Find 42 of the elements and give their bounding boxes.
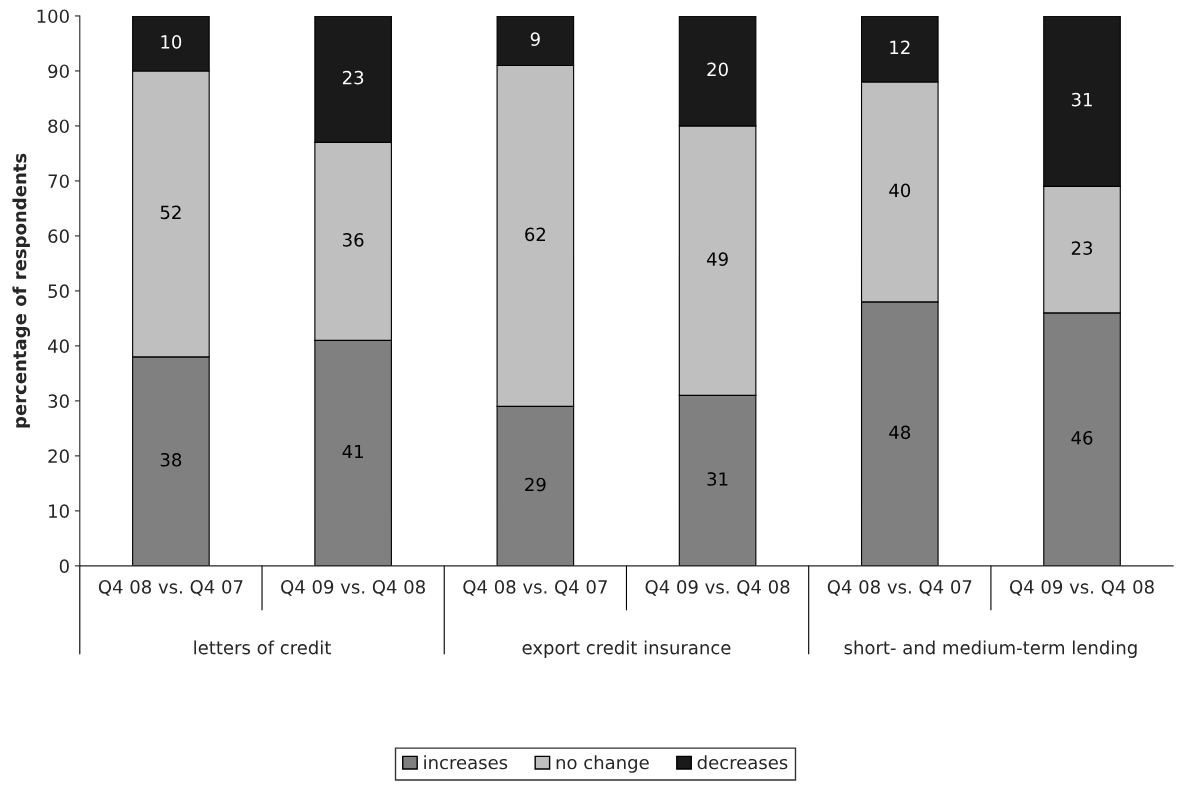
legend-label: decreases: [697, 755, 788, 770]
x-tick-label: Q4 08 vs. Q4 07: [827, 580, 972, 596]
data-label: 41: [342, 444, 363, 459]
y-axis-title: percentage of respondents: [12, 153, 31, 428]
x-tick-label: Q4 09 vs. Q4 08: [1009, 580, 1154, 596]
data-label: 9: [530, 32, 540, 46]
data-label: 12: [890, 40, 910, 54]
x-tick-label: Q4 09 vs. Q4 08: [645, 580, 790, 596]
y-tick-label: 10: [49, 504, 69, 518]
y-tick-label: 100: [37, 9, 69, 24]
data-label: 36: [343, 232, 364, 247]
data-label: 29: [525, 477, 546, 492]
y-tick-label: 80: [48, 119, 69, 134]
data-label: 23: [342, 70, 364, 85]
x-tick-label: Q4 08 vs. Q4 07: [98, 580, 243, 596]
data-label: 38: [160, 452, 182, 467]
data-label: 52: [160, 205, 181, 220]
legend-label: increases: [424, 755, 508, 770]
data-label: 20: [707, 62, 728, 77]
data-label: 46: [1071, 430, 1093, 445]
data-label: 48: [889, 425, 911, 440]
y-tick-label: 20: [48, 449, 69, 463]
x-tick-label: Q4 08 vs. Q4 07: [463, 580, 607, 596]
y-tick-label: 90: [48, 64, 69, 79]
data-label: 10: [161, 35, 182, 49]
data-label: 31: [1071, 92, 1092, 107]
text: export credit insurance: [522, 640, 731, 658]
data-label: 40: [889, 183, 911, 198]
y-tick-label: 30: [48, 394, 69, 409]
text: short- and medium-term lending: [844, 640, 1137, 658]
y-tick-label: 60: [48, 229, 69, 244]
data-label: 62: [525, 227, 546, 242]
x-tick-label: Q4 09 vs. Q4 08: [281, 580, 425, 596]
y-tick-label: 0: [59, 559, 69, 573]
y-tick-label: 40: [47, 339, 69, 354]
y-tick-label: 70: [48, 174, 69, 189]
text: letters of credit: [194, 640, 331, 655]
legend-label: no change: [556, 755, 649, 773]
data-label: 31: [707, 472, 728, 486]
y-tick-label: 50: [48, 284, 69, 299]
data-label: 23: [1071, 241, 1093, 255]
data-label: 49: [706, 252, 728, 266]
